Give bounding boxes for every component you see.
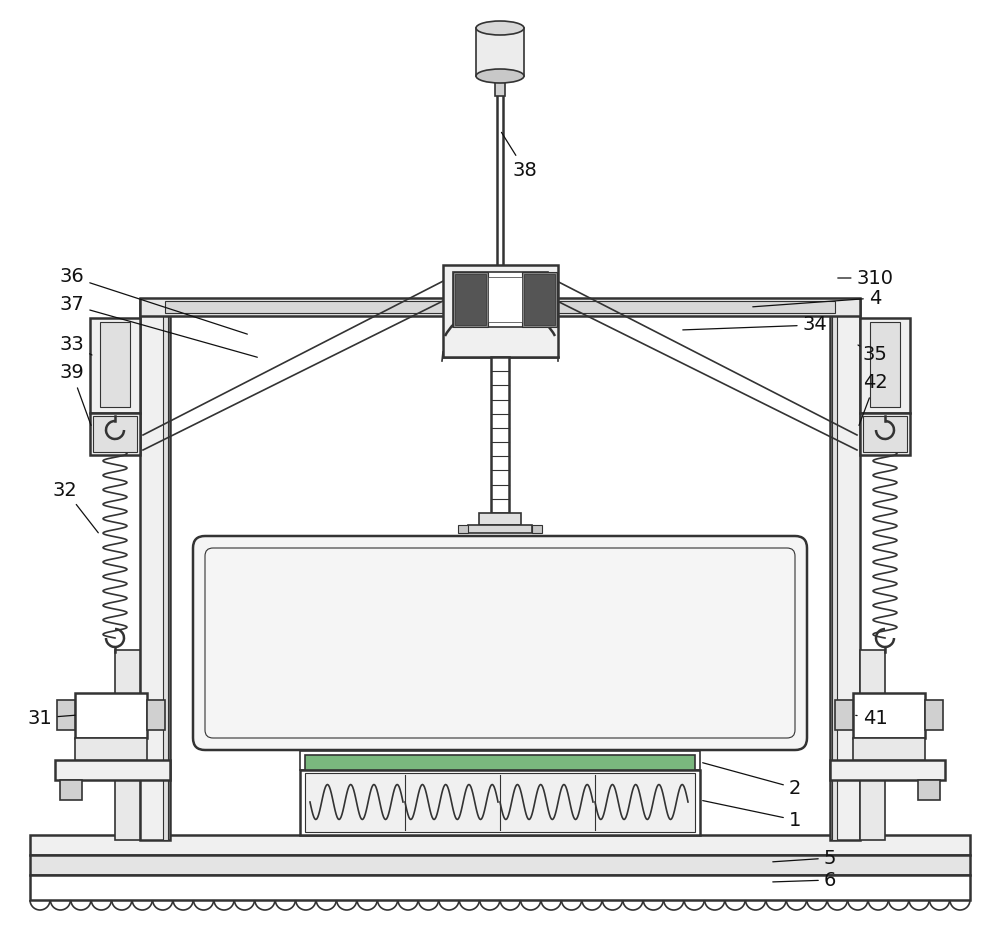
Bar xyxy=(522,272,557,327)
Bar xyxy=(524,274,555,325)
Bar xyxy=(75,738,147,760)
Bar xyxy=(860,318,910,413)
Bar xyxy=(832,300,837,840)
Bar xyxy=(305,755,695,770)
Text: 4: 4 xyxy=(753,289,881,307)
Text: 36: 36 xyxy=(60,267,247,334)
Text: 31: 31 xyxy=(28,708,75,727)
Text: 38: 38 xyxy=(501,132,537,180)
Bar xyxy=(115,650,140,840)
Text: 35: 35 xyxy=(858,345,887,365)
Text: 1: 1 xyxy=(703,801,801,830)
Text: 34: 34 xyxy=(683,316,827,334)
Bar xyxy=(100,322,130,407)
Bar xyxy=(458,525,468,533)
Bar xyxy=(305,773,695,832)
Text: 5: 5 xyxy=(773,848,836,868)
Text: 37: 37 xyxy=(60,295,257,358)
Ellipse shape xyxy=(476,21,524,35)
Bar xyxy=(30,855,970,875)
Text: 32: 32 xyxy=(53,480,98,533)
FancyBboxPatch shape xyxy=(193,536,807,750)
Ellipse shape xyxy=(476,69,524,83)
Bar xyxy=(532,525,542,533)
Bar xyxy=(830,760,945,780)
Text: 6: 6 xyxy=(773,870,836,889)
Bar xyxy=(140,300,170,840)
Bar xyxy=(163,300,168,840)
Bar xyxy=(90,318,140,413)
Bar xyxy=(863,416,907,452)
Bar xyxy=(443,265,558,357)
Bar xyxy=(453,272,488,327)
Bar xyxy=(870,322,900,407)
Bar xyxy=(491,357,509,513)
Bar xyxy=(860,413,910,455)
Bar xyxy=(300,770,700,835)
Bar xyxy=(30,875,970,900)
Text: 39: 39 xyxy=(60,363,91,425)
Bar xyxy=(90,413,140,455)
Text: 33: 33 xyxy=(60,335,92,355)
Bar xyxy=(93,416,137,452)
Text: 42: 42 xyxy=(859,373,887,425)
Bar xyxy=(140,298,860,316)
Bar xyxy=(479,513,521,525)
Bar xyxy=(455,274,486,325)
Bar xyxy=(835,700,853,730)
Bar xyxy=(860,650,885,840)
Bar xyxy=(165,301,835,313)
Bar xyxy=(147,700,165,730)
Bar xyxy=(453,272,548,327)
Text: 41: 41 xyxy=(856,708,887,727)
Bar xyxy=(468,525,532,533)
Bar xyxy=(57,700,75,730)
Bar xyxy=(30,835,970,855)
Bar xyxy=(918,780,940,800)
Bar xyxy=(925,700,943,730)
Bar xyxy=(55,760,170,780)
Bar xyxy=(853,738,925,760)
Text: 2: 2 xyxy=(703,762,801,798)
Bar xyxy=(300,751,700,770)
Bar xyxy=(60,780,82,800)
Bar xyxy=(476,28,524,76)
Bar xyxy=(830,300,860,840)
Bar xyxy=(853,693,925,738)
Text: 310: 310 xyxy=(838,268,894,288)
Bar xyxy=(495,76,505,96)
Bar xyxy=(75,693,147,738)
Bar xyxy=(488,277,522,322)
